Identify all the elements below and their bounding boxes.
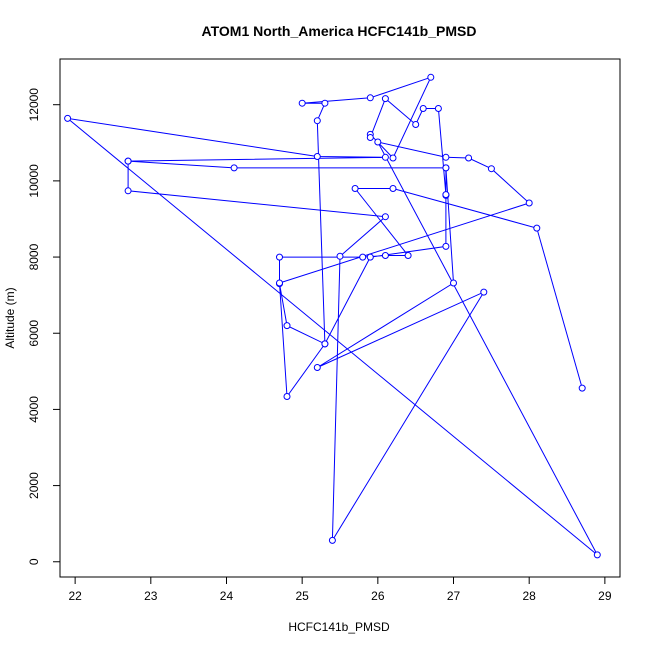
data-point [283,322,291,330]
x-tick-label: 29 [598,589,612,603]
data-point [298,99,306,107]
data-point [64,114,72,122]
data-point [313,117,321,125]
series-layer [64,73,601,559]
data-point [442,153,450,161]
data-point [593,551,601,559]
data-point [313,364,321,371]
data-point [389,154,397,162]
x-tick-label: 28 [523,589,537,603]
x-tick-label: 26 [371,589,385,603]
data-point [389,185,397,192]
x-tick-label: 27 [447,589,461,603]
data-point [336,252,344,260]
data-point [230,164,238,172]
y-tick-label: 12000 [27,88,41,122]
data-point [321,99,329,107]
data-point [351,185,359,192]
data-point [434,105,442,112]
y-tick-label: 2000 [27,472,41,499]
data-point [480,288,488,296]
data-point [487,165,495,173]
data-point [366,253,374,261]
data-point [381,213,389,221]
data-point [533,224,541,232]
x-axis-label: HCFC141b_PMSD [288,620,390,634]
data-point [321,340,329,348]
data-point [366,94,374,102]
data-point [465,154,473,162]
data-point [381,153,389,161]
data-point [450,279,457,287]
data-point [427,73,435,81]
data-point [124,157,132,165]
data-point [442,164,450,172]
data-point [381,252,389,259]
x-axis: 22 23 24 25 26 27 28 29 [68,577,612,603]
x-tick-label: 24 [220,589,234,603]
data-point [374,138,382,146]
plot-frame [59,58,621,578]
data-point [442,191,450,199]
data-point [328,536,336,544]
data-point [419,105,427,112]
data-point [313,153,321,160]
y-tick-label: 6000 [27,320,41,347]
data-point [276,253,283,261]
data-point [359,253,367,261]
y-axis-label: Altitude (m) [3,287,17,348]
data-point [366,134,374,141]
series-line [65,76,598,556]
x-tick-label: 22 [68,589,82,603]
data-point [124,187,132,195]
y-tick-label: 8000 [27,243,41,270]
data-point [404,252,412,259]
y-axis: 0 2000 4000 6000 8000 10000 12000 [27,88,60,565]
data-point [283,393,291,400]
x-tick-label: 25 [295,589,309,603]
data-point [381,95,389,103]
y-tick-label: 4000 [27,396,41,423]
chart-title: ATOM1 North_America HCFC141b_PMSD [202,23,477,39]
data-point [525,199,533,207]
y-tick-label: 10000 [27,164,41,198]
data-point [276,279,283,287]
data-point [578,384,586,392]
x-tick-label: 23 [144,589,158,603]
y-tick-label: 0 [27,558,41,565]
data-point [442,242,450,250]
data-point [412,121,420,128]
